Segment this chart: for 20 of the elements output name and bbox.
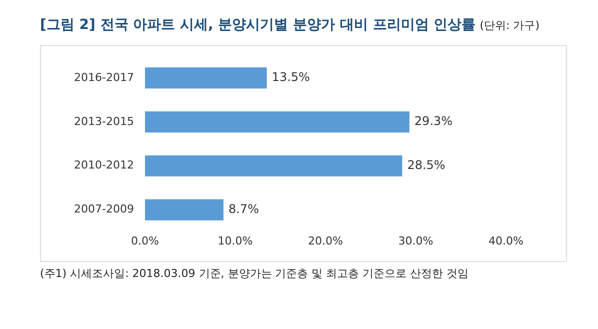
data-label: 28.5%: [407, 158, 446, 172]
x-tick-label: 20.0%: [308, 234, 343, 248]
bar: [144, 67, 267, 89]
x-tick-label: 0.0%: [130, 234, 159, 248]
x-tick-label: 10.0%: [218, 234, 253, 248]
data-label: 8.7%: [228, 202, 259, 216]
x-tick-label: 40.0%: [488, 234, 524, 248]
bar: [144, 199, 224, 220]
y-tick-label: 2016-2017: [74, 70, 134, 84]
x-tick-label: 30.0%: [398, 234, 434, 248]
data-label: 13.5%: [272, 70, 310, 84]
y-tick-label: 2010-2012: [74, 158, 134, 172]
bar: [144, 111, 410, 132]
chart-title: [그림 2] 전국 아파트 시세, 분양시기별 분양가 대비 프리미엄 인상률: [40, 17, 476, 33]
bar: [144, 155, 402, 176]
text: (주1) 시세조사일: 2018.03.09 기준, 분양가는 기준층 및 최고층 기준으로 산정한 것임: [40, 266, 469, 281]
y-tick-label: 2007-2009: [74, 202, 134, 216]
data-label: 29.3%: [414, 114, 453, 128]
chart-subtitle: (단위: 가구): [480, 19, 540, 32]
y-tick-label: 2013-2015: [74, 114, 134, 128]
